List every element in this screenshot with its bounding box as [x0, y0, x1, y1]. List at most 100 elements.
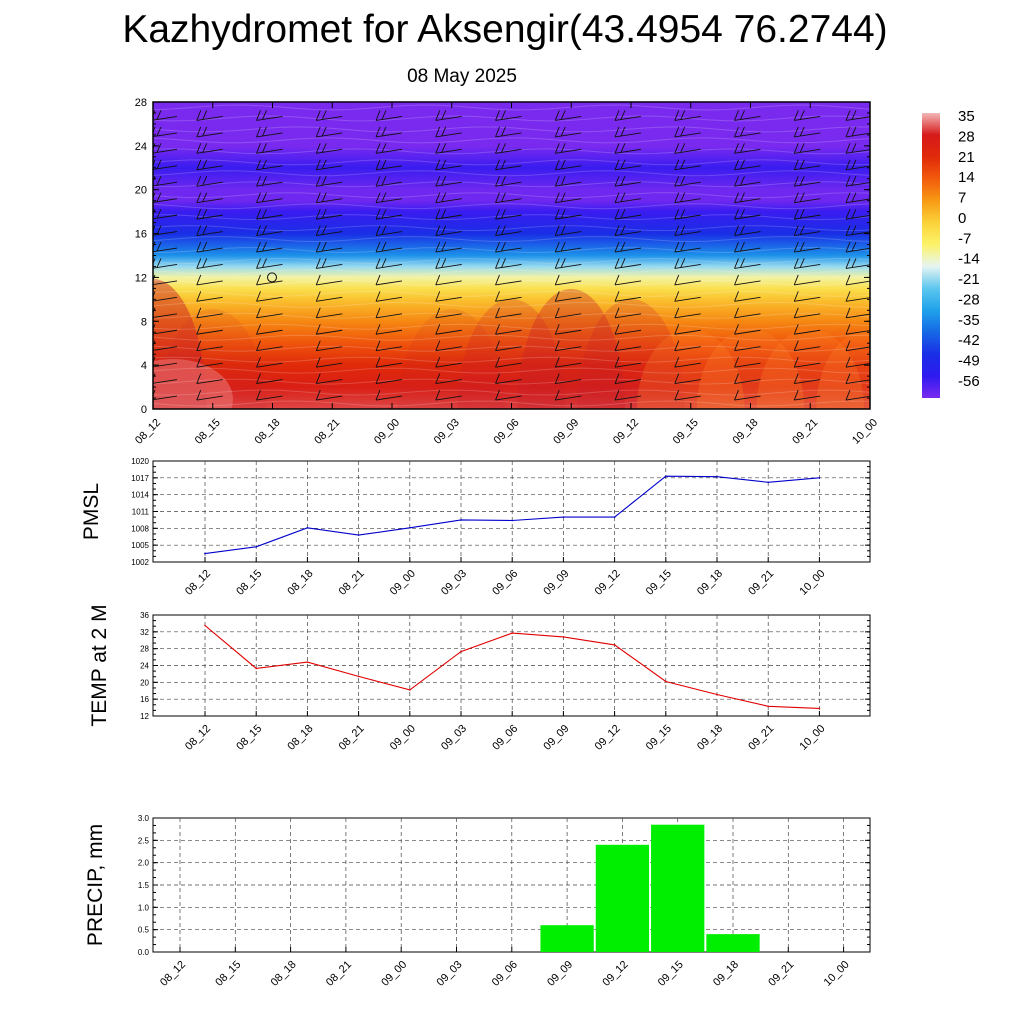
- y-tick-label: 1011: [132, 508, 150, 517]
- y-tick-label: 1.5: [138, 881, 150, 890]
- x-tick-label: 09_15: [656, 959, 686, 989]
- wind-barb: [256, 143, 283, 154]
- wind-barb: [495, 258, 522, 269]
- data-point: [613, 516, 616, 518]
- colorbar-label: -56: [958, 373, 980, 390]
- x-tick-label: 08_15: [234, 723, 264, 753]
- wind-barb: [614, 241, 642, 253]
- surface-anomaly-8: [577, 299, 685, 409]
- wind-barb: [845, 159, 870, 171]
- wind-barb: [315, 340, 343, 352]
- wind-barb: [196, 389, 223, 401]
- x-tick-label: 08_18: [253, 417, 283, 447]
- x-tick-label: 08_12: [133, 417, 163, 447]
- contour-line: [153, 312, 870, 319]
- wind-barb: [845, 373, 870, 385]
- x-tick-label: 09_15: [644, 568, 674, 598]
- wind-barb: [256, 126, 283, 138]
- data-point: [306, 526, 309, 529]
- wind-barb: [495, 356, 522, 368]
- wind-barb: [793, 241, 821, 253]
- wind-barb: [674, 373, 701, 385]
- wind-barb: [674, 176, 701, 187]
- wind-barb: [495, 274, 522, 286]
- data-point: [613, 644, 616, 646]
- wind-barb: [153, 340, 178, 351]
- x-tick-label: 09_21: [766, 959, 796, 989]
- data-point: [511, 632, 513, 634]
- pmsl-panel: 1002 1005 1008 1011 1014 1017 1020 08_12 08_15 08…: [80, 457, 871, 598]
- colorbar-label: -49: [958, 353, 980, 370]
- wind-barb: [614, 258, 642, 269]
- wind-barb: [554, 258, 582, 269]
- wind-barb: [435, 324, 462, 335]
- wind-barb: [196, 192, 223, 204]
- contour-line: [153, 203, 870, 210]
- wind-barb: [315, 208, 343, 220]
- surface-anomaly-5: [397, 309, 506, 409]
- y-tick-label: 28: [140, 645, 149, 654]
- x-tick-label: 09_21: [746, 568, 776, 598]
- wind-barb: [153, 241, 178, 253]
- wind-barb: [153, 258, 178, 269]
- wind-barb: [845, 176, 870, 187]
- wind-barb: [495, 176, 522, 187]
- wind-barb: [674, 356, 701, 368]
- wind-barb: [674, 307, 701, 319]
- wind-barb: [495, 373, 522, 385]
- y-tick-label: 2.0: [138, 859, 150, 868]
- wind-barb: [256, 208, 283, 220]
- wind-barb: [614, 324, 642, 335]
- wind-barb: [614, 274, 642, 286]
- contour-line: [153, 323, 870, 330]
- wind-barb: [734, 307, 761, 319]
- heatmap-surface-layer: [153, 104, 870, 409]
- wind-barb: [435, 208, 462, 220]
- wind-barb: [495, 241, 522, 253]
- y-axis-label: TEMP at 2 M: [88, 604, 111, 726]
- wind-barb: [256, 389, 283, 401]
- wind-barb: [315, 241, 343, 253]
- wind-barb: [256, 340, 283, 352]
- wind-barb: [734, 356, 761, 368]
- wind-barb: [256, 159, 283, 171]
- colorbar: 35 28 21 14 7 0 -7 -14 -21 -28 -35 -42 -49 -56: [922, 108, 980, 398]
- wind-barb: [674, 225, 701, 237]
- wind-barb: [435, 126, 462, 138]
- x-tick-label: 08_21: [337, 723, 367, 753]
- wind-barb: [495, 143, 522, 154]
- wind-barb: [674, 274, 701, 286]
- y-tick-label: 12: [135, 272, 147, 284]
- data-point: [204, 552, 206, 555]
- wind-barb: [554, 126, 582, 138]
- wind-barb: [435, 291, 462, 302]
- x-tick-label: 09_15: [644, 723, 674, 753]
- wind-barb: [375, 373, 403, 385]
- wind-barb: [375, 291, 403, 302]
- contour-line: [153, 257, 870, 265]
- heatmap-field: [153, 102, 870, 409]
- wind-barb: [495, 126, 522, 138]
- contour-line: [153, 225, 870, 232]
- wind-barb: [256, 241, 283, 253]
- colorbar-label: 28: [958, 128, 975, 145]
- x-tick-label: 08_21: [312, 417, 342, 447]
- wind-barb: [554, 324, 582, 335]
- wind-barb: [196, 143, 223, 154]
- wind-barb: [375, 389, 403, 401]
- wind-barb: [674, 340, 701, 352]
- y-tick-label: 1020: [131, 457, 149, 466]
- data-point: [716, 475, 718, 478]
- wind-barb: [614, 356, 642, 368]
- wind-barb: [153, 208, 178, 220]
- wind-barb: [256, 324, 283, 335]
- precip-bar: [595, 844, 650, 952]
- wind-barb: [315, 307, 343, 319]
- data-point: [204, 624, 206, 627]
- calm-wind-circle: [267, 272, 277, 283]
- wind-barb: [375, 307, 403, 319]
- wind-barb: [315, 324, 343, 335]
- wind-barb: [196, 110, 223, 121]
- colorbar-label: -14: [958, 251, 980, 268]
- wind-barb: [256, 192, 283, 204]
